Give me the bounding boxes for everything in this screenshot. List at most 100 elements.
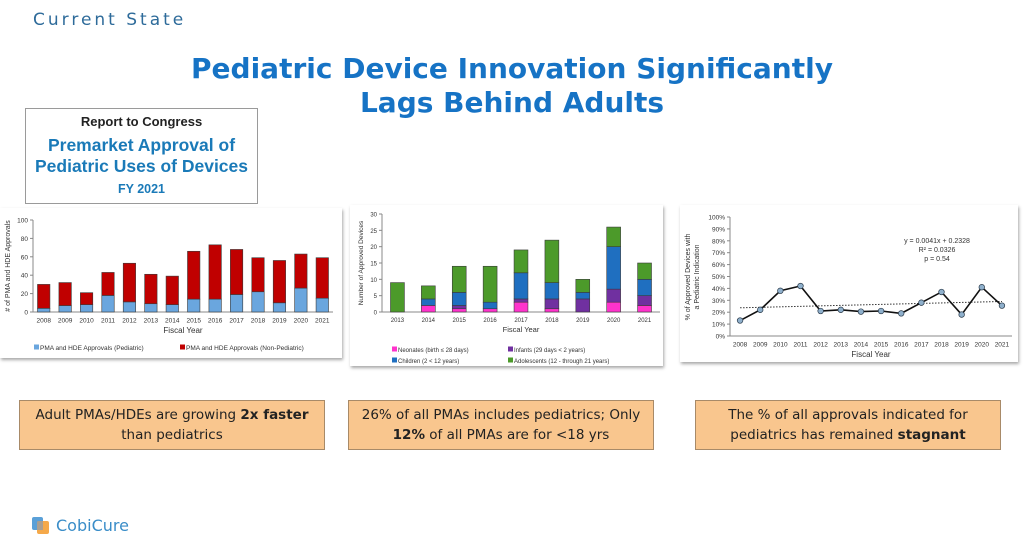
data-point [837, 306, 844, 313]
bar-segment-0 [165, 304, 179, 313]
y-tick-label: 60% [712, 262, 725, 269]
cobicure-logo: CobiCure [30, 514, 129, 536]
x-tick-label: 2017 [229, 318, 244, 325]
x-tick-label: 2021 [638, 318, 652, 324]
bar-segment-3 [637, 262, 652, 280]
callout-text: Adult PMAs/HDEs are growing [35, 407, 241, 423]
x-tick-label: 2014 [165, 318, 180, 325]
bar-segment-1 [80, 292, 94, 305]
pediatric-share-line-chart: 0% 10% 20% 30% 40% 50% 60% 70% 80% 90% 100% 2008 200… [685, 215, 1012, 359]
y-tick-label: 90% [712, 226, 725, 233]
report-cover-box: Report to Congress Premarket Approval of… [25, 108, 258, 204]
x-tick-label: 2013 [834, 342, 849, 349]
bar-segment-0 [230, 294, 244, 313]
bar-segment-2 [637, 279, 652, 296]
data-point [958, 311, 965, 318]
logo-text: CobiCure [56, 515, 129, 535]
y-tick-label: 40 [21, 273, 29, 280]
y-tick-label: 60 [21, 254, 29, 261]
report-title-line1: Premarket Approval of [47, 135, 236, 155]
bar-segment-1 [144, 273, 158, 305]
legend-swatch [392, 346, 397, 352]
bar-segment-0 [544, 308, 560, 313]
bar-segment-2 [421, 298, 436, 306]
x-tick-label: 2019 [272, 318, 287, 325]
trendline [740, 300, 1002, 309]
series-line [739, 285, 1003, 322]
bar-segment-1 [187, 250, 201, 300]
data-point [797, 282, 804, 290]
bar-segment-2 [513, 272, 529, 300]
callout-growth: Adult PMAs/HDEs are growing 2x faster th… [19, 400, 325, 450]
bar-segment-3 [451, 265, 467, 293]
bar-segment-2 [451, 292, 467, 306]
legend-swatch [508, 357, 513, 363]
bar-segment-2 [575, 292, 591, 300]
bar-segment-1 [544, 298, 560, 310]
y-tick-label: 10% [712, 322, 725, 329]
y-axis-title-line1: % of Approved Devices with [685, 234, 692, 321]
bar-segment-1 [251, 257, 265, 293]
y-tick-label: 0 [374, 311, 378, 317]
bar-segment-1 [451, 305, 467, 310]
x-tick-label: 2016 [483, 318, 497, 324]
x-tick-label: 2014 [854, 342, 869, 349]
bar-segment-1 [122, 262, 136, 303]
y-tick-label: 0 [24, 310, 28, 317]
y-tick-label: 40% [712, 286, 725, 293]
x-tick-label: 2018 [251, 318, 266, 325]
bar-segment-3 [390, 282, 405, 313]
x-tick-label: 2021 [315, 318, 330, 325]
data-point [998, 302, 1006, 309]
x-tick-label: 2018 [545, 318, 559, 324]
bar-segment-0 [482, 308, 498, 313]
y-tick-label: 50% [712, 274, 725, 281]
legend-label: Adolescents (12 - through 21 years) [514, 359, 609, 365]
x-tick-label: 2009 [58, 318, 73, 325]
bar-segment-2 [606, 246, 621, 290]
x-tick-label: 2012 [813, 342, 828, 349]
bar-segment-0 [80, 304, 94, 313]
data-point [918, 299, 925, 306]
bar-segment-1 [208, 244, 222, 300]
bar-segment-1 [315, 257, 329, 299]
bar-segment-0 [251, 291, 265, 313]
report-title-line2: Pediatric Uses of Devices [34, 156, 249, 176]
bar-segment-2 [544, 282, 560, 300]
x-tick-label: 2010 [773, 342, 788, 349]
y-tick-label: 10 [370, 278, 377, 284]
approvals-bar-chart-panel: 0 20 40 60 80 100 2008 2009 2010 2011 2012 2013 2014… [0, 208, 342, 358]
bar-segment-0 [451, 308, 467, 313]
page-title-line1: Pediatric Device Innovation Significantl… [191, 52, 833, 85]
y-tick-label: 20 [370, 245, 377, 251]
legend-label: Children (2 < 12 years) [398, 359, 459, 365]
x-tick-label: 2015 [874, 342, 889, 349]
data-point [757, 306, 764, 313]
bar-segment-1 [294, 253, 308, 289]
data-point [938, 288, 945, 296]
data-point [777, 287, 784, 294]
y-axis-title: Number of Approved Devices [358, 220, 365, 305]
x-tick-label: 2013 [144, 318, 159, 325]
y-tick-label: 80 [21, 236, 29, 243]
y-tick-label: 15 [370, 262, 377, 268]
x-tick-label: 2011 [794, 342, 808, 349]
bar-segment-0 [637, 305, 652, 313]
y-tick-label: 25 [370, 229, 377, 235]
bar-segment-0 [101, 295, 115, 313]
y-tick-label: 5 [374, 294, 378, 300]
x-tick-label: 2009 [753, 342, 768, 349]
legend-label: PMA and HDE Approvals (Pediatric) [40, 345, 144, 352]
legend-label: Neonates (birth ≤ 28 days) [398, 348, 469, 354]
callout-emphasis: stagnant [897, 427, 966, 443]
x-tick-label: 2021 [995, 342, 1010, 349]
x-tick-label: 2017 [514, 318, 528, 324]
bar-segment-3 [575, 279, 591, 293]
report-label: Report to Congress [80, 114, 203, 129]
cube-logo-icon [32, 517, 49, 534]
x-axis-title: Fiscal Year [163, 326, 202, 335]
x-tick-label: 2012 [122, 318, 137, 325]
x-tick-label: 2015 [453, 318, 467, 324]
bar-segment-0 [606, 301, 621, 313]
legend-label: PMA and HDE Approvals (Non-Pediatric) [186, 345, 304, 352]
